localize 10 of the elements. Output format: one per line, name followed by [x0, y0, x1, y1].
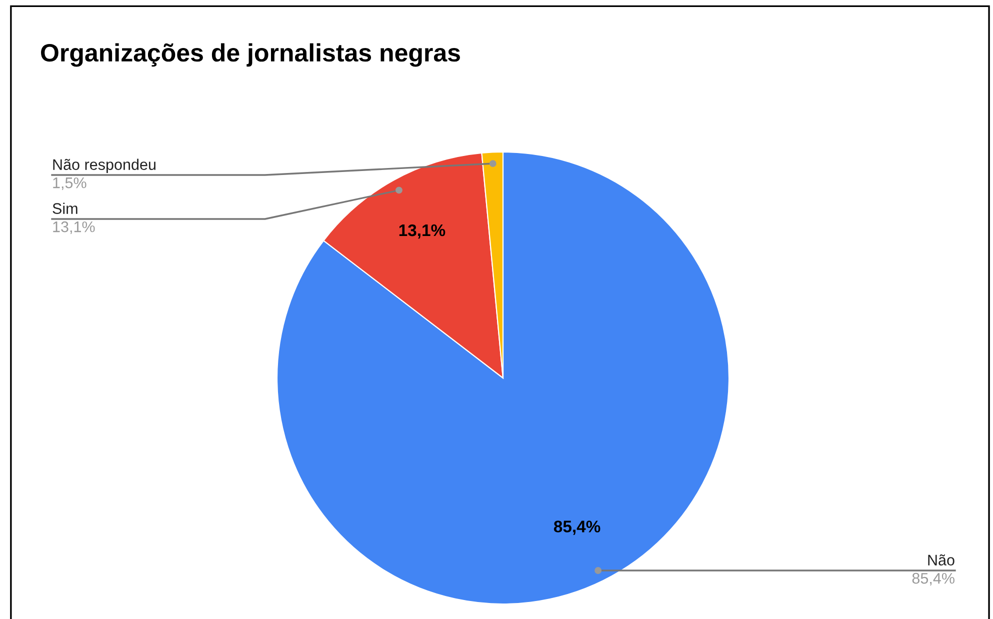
data-label: 1,5%: [53, 177, 86, 190]
slice-label: Não: [928, 554, 954, 566]
text: 85,4%: [912, 572, 954, 586]
slice-label: Não respondeu: [53, 158, 156, 173]
data-label: 13,1%: [399, 224, 446, 239]
pie-slice: [277, 152, 729, 604]
slice-label: Sim: [52, 202, 78, 214]
chart-title: Organizações de jornalistas negras: [41, 43, 460, 67]
text: 13,1%: [53, 221, 95, 234]
data-label: 85,4%: [554, 520, 600, 535]
